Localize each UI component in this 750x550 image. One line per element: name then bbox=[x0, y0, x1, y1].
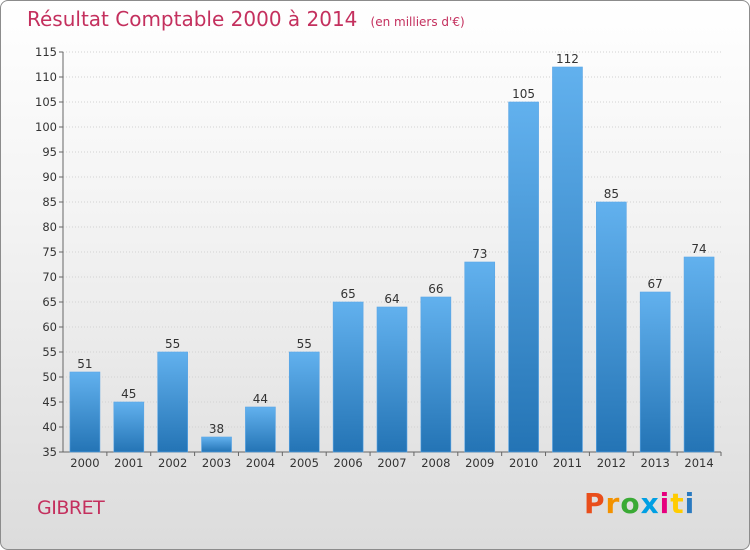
value-label-2000: 51 bbox=[77, 357, 92, 371]
value-label-2012: 85 bbox=[604, 187, 619, 201]
y-tick-label: 110 bbox=[35, 70, 57, 84]
commune-name: GIBRET bbox=[37, 497, 105, 519]
x-tick-label-2014: 2014 bbox=[684, 456, 713, 470]
y-tick-label: 90 bbox=[42, 170, 57, 184]
bar-2001 bbox=[113, 401, 145, 453]
y-tick-label: 35 bbox=[42, 445, 57, 459]
x-tick-label-2012: 2012 bbox=[597, 456, 626, 470]
bar-2008 bbox=[420, 296, 452, 453]
bar-2003 bbox=[201, 436, 232, 453]
y-tick-label: 105 bbox=[35, 95, 57, 109]
bar-2010 bbox=[508, 101, 539, 453]
labels: 51 2000 45 2001 55 2002 38 2003 44 2004 55 2005 65 20… bbox=[70, 52, 713, 470]
logo-letter: t bbox=[670, 487, 685, 520]
value-label-2011: 112 bbox=[556, 52, 579, 66]
x-tick-label-2010: 2010 bbox=[509, 456, 538, 470]
y-tick-label: 80 bbox=[42, 220, 57, 234]
bar-2004 bbox=[245, 406, 276, 453]
x-tick-label-2011: 2011 bbox=[553, 456, 582, 470]
x-tick-label-2003: 2003 bbox=[202, 456, 231, 470]
value-label-2014: 74 bbox=[691, 242, 706, 256]
y-tick-label: 55 bbox=[42, 345, 57, 359]
logo-letter: i bbox=[659, 487, 671, 520]
title-row: Résultat Comptable 2000 à 2014 (en milli… bbox=[27, 7, 465, 31]
x-tick-label-2008: 2008 bbox=[421, 456, 450, 470]
axes: 35 40 45 50 55 60 65 70 75 80 85 90 95 100 105 110 115 bbox=[35, 45, 722, 459]
bar-2011 bbox=[552, 66, 583, 453]
value-label-2010: 105 bbox=[512, 87, 535, 101]
logo-letter: o bbox=[620, 487, 641, 520]
y-tick-label: 95 bbox=[42, 145, 57, 159]
y-tick-label: 70 bbox=[42, 270, 57, 284]
logo-letter: i bbox=[684, 487, 696, 520]
x-tick-label-2006: 2006 bbox=[333, 456, 362, 470]
bar-2007 bbox=[376, 306, 408, 453]
y-tick-label: 50 bbox=[42, 370, 57, 384]
bar-2013 bbox=[639, 291, 671, 453]
value-label-2013: 67 bbox=[648, 277, 663, 291]
x-tick-label-2002: 2002 bbox=[158, 456, 187, 470]
y-tick-label: 45 bbox=[42, 395, 57, 409]
x-tick-label-2000: 2000 bbox=[70, 456, 99, 470]
bars bbox=[69, 66, 715, 453]
bar-2005 bbox=[288, 351, 320, 453]
bar-2002 bbox=[157, 351, 188, 453]
value-label-2008: 66 bbox=[428, 282, 443, 296]
bar-2012 bbox=[596, 201, 627, 453]
y-tick-label: 115 bbox=[35, 45, 57, 59]
x-tick-label-2001: 2001 bbox=[114, 456, 143, 470]
y-tick-label: 100 bbox=[35, 120, 57, 134]
logo-letter: r bbox=[605, 487, 621, 520]
proxiti-logo: Proxiti bbox=[584, 487, 695, 520]
y-tick-label: 40 bbox=[42, 420, 57, 434]
x-tick-label-2005: 2005 bbox=[290, 456, 319, 470]
chart-title: Résultat Comptable 2000 à 2014 bbox=[27, 7, 358, 31]
bar-2006 bbox=[332, 301, 364, 453]
logo-letter: x bbox=[640, 487, 660, 520]
value-label-2005: 55 bbox=[297, 337, 312, 351]
value-label-2006: 65 bbox=[340, 287, 355, 301]
y-tick-label: 75 bbox=[42, 245, 57, 259]
value-label-2009: 73 bbox=[472, 247, 487, 261]
x-tick-label-2013: 2013 bbox=[641, 456, 670, 470]
value-label-2001: 45 bbox=[121, 387, 136, 401]
value-label-2004: 44 bbox=[253, 392, 268, 406]
y-tick-label: 85 bbox=[42, 195, 57, 209]
x-tick-label-2004: 2004 bbox=[246, 456, 275, 470]
logo-letter: P bbox=[584, 487, 606, 520]
bar-2009 bbox=[464, 261, 496, 453]
y-tick-label: 65 bbox=[42, 295, 57, 309]
bar-2014 bbox=[683, 256, 715, 453]
value-label-2002: 55 bbox=[165, 337, 180, 351]
value-label-2003: 38 bbox=[209, 422, 224, 436]
y-tick-label: 60 bbox=[42, 320, 57, 334]
bar-2000 bbox=[69, 371, 101, 453]
unit-note: (en milliers d'€) bbox=[370, 15, 465, 29]
value-label-2007: 64 bbox=[384, 292, 399, 306]
x-tick-label-2009: 2009 bbox=[465, 456, 494, 470]
x-tick-label-2007: 2007 bbox=[377, 456, 406, 470]
